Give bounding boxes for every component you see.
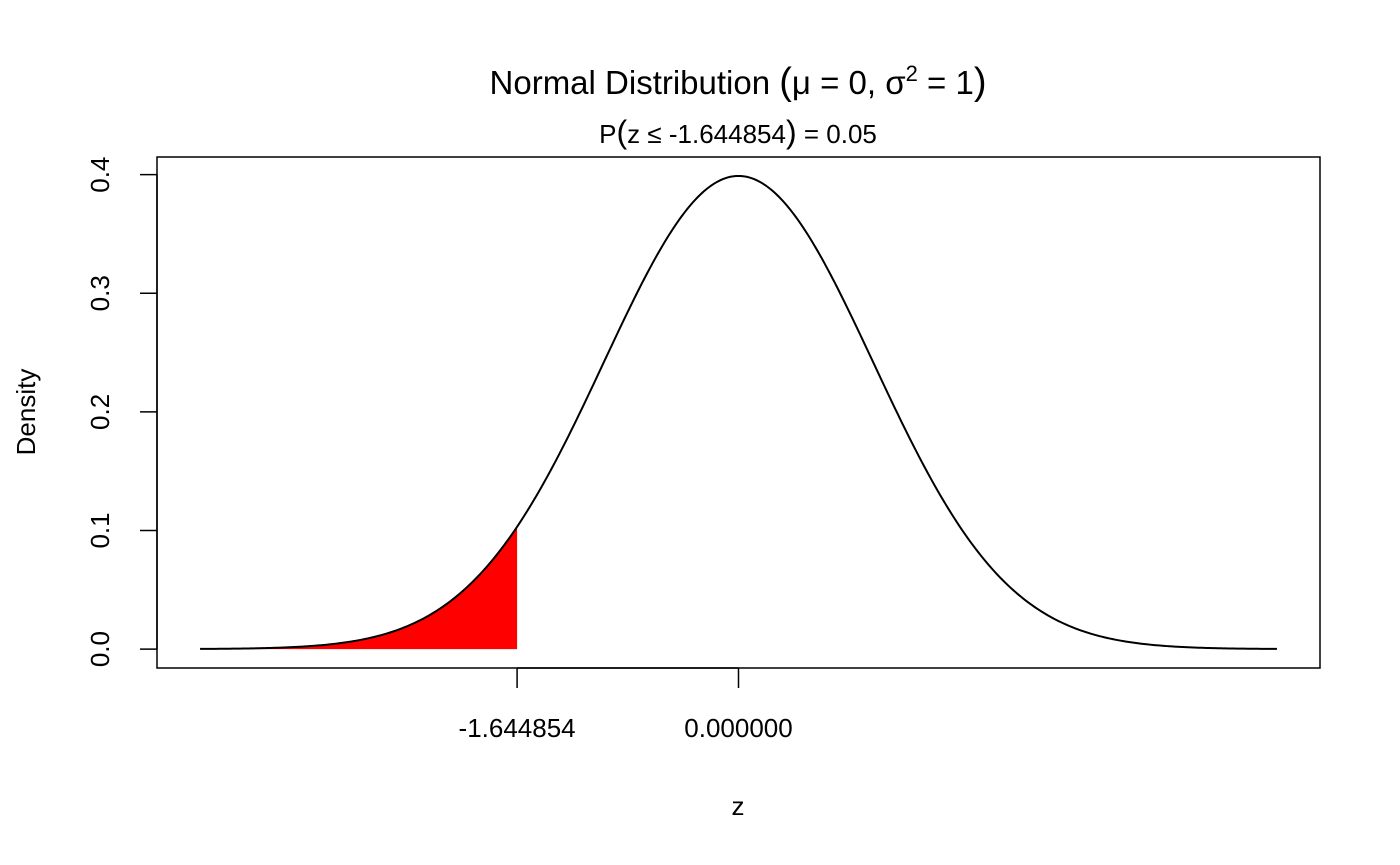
y-axis: 0.0 0.1 0.2 0.3 0.4 [85,157,158,667]
chart-subtitle-open-paren: ( [616,114,627,150]
x-tick-label: -1.644854 [459,713,576,743]
chart-subtitle: P(z ≤ -1.644854) = 0.05 [599,114,877,150]
x-axis-label: z [732,791,745,821]
chart-subtitle-body: z ≤ -1.644854 [627,119,786,149]
chart-subtitle-prefix: P [599,119,616,149]
chart-title-open-paren: ( [779,61,792,103]
plot-frame [156,156,1321,669]
y-tick-label: 0.3 [85,275,115,311]
chart-title-prefix: Normal Distribution [490,64,780,101]
chart-title-close-paren: ) [974,61,987,103]
chart-subtitle-close-paren: ) [786,114,797,150]
y-tick-label: 0.1 [85,512,115,548]
x-tick-label: 0.000000 [684,713,792,743]
y-tick-label: 0.0 [85,631,115,667]
chart-title-params: μ = 0, σ [792,64,906,101]
y-tick-label: 0.2 [85,394,115,430]
x-axis: -1.644854 0.000000 [459,667,793,743]
y-tick-label: 0.4 [85,157,115,193]
chart-title: Normal Distribution (μ = 0, σ2 = 1) [490,61,987,103]
chart-title-superscript: 2 [906,61,918,86]
y-axis-label: Density [11,369,41,456]
chart-subtitle-suffix: = 0.05 [797,119,877,149]
density-curve [200,174,1277,650]
shaded-region [200,526,518,650]
chart-title-variance: = 1 [918,64,974,101]
